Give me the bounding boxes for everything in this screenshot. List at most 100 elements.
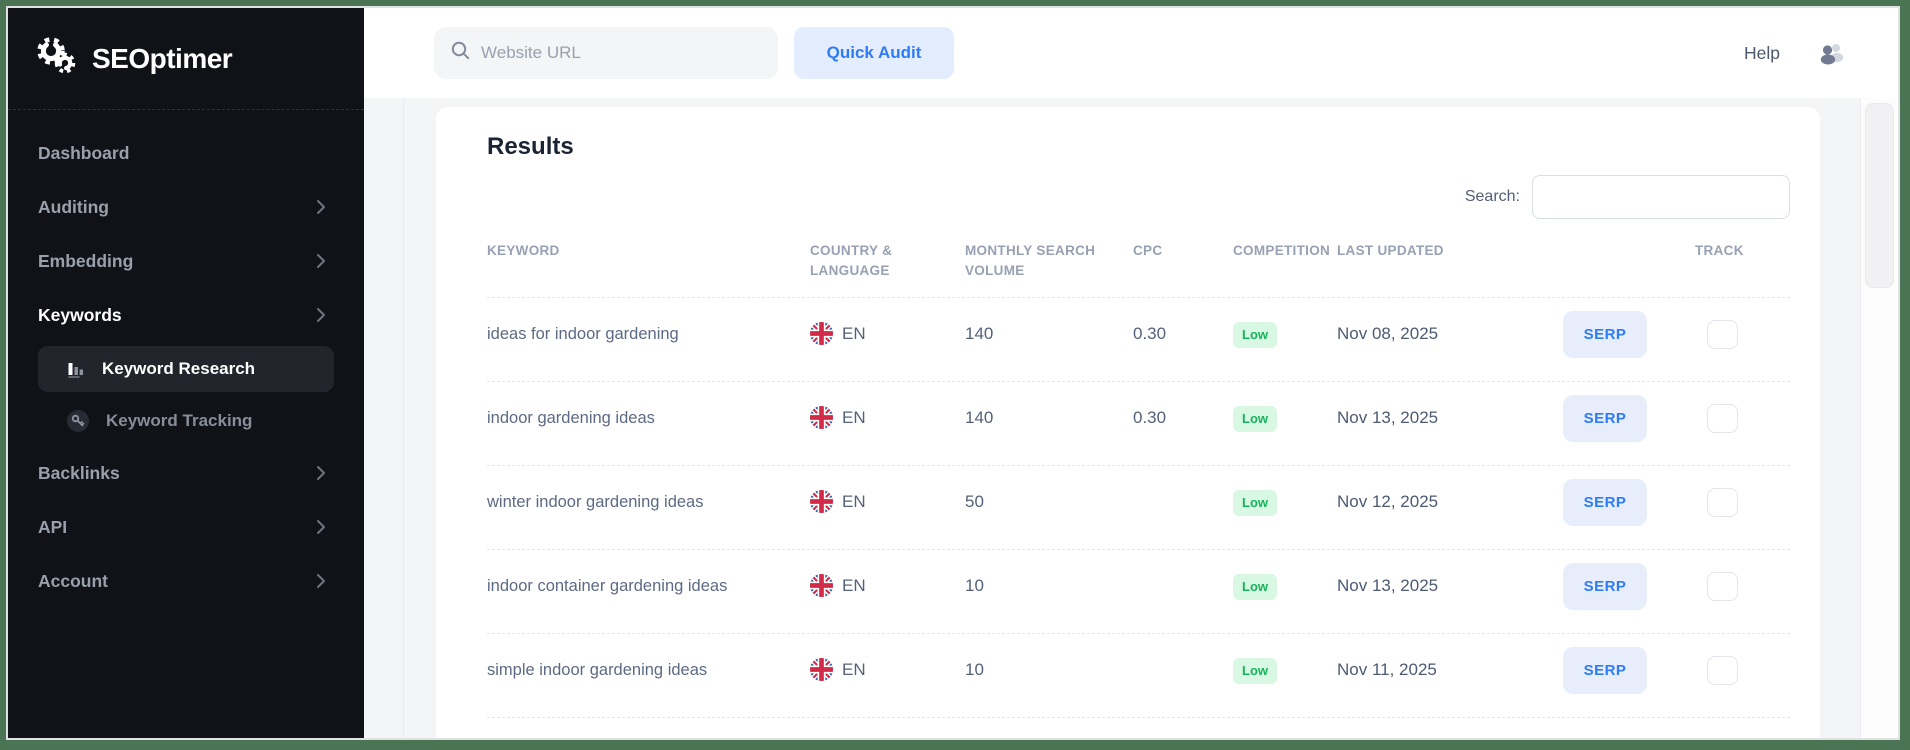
column-header-serp (1563, 241, 1695, 281)
sidebar-item-api[interactable]: API (8, 500, 364, 554)
sidebar-item-auditing[interactable]: Auditing (8, 180, 364, 234)
table-search-input[interactable] (1532, 175, 1790, 219)
last-updated-date: Nov 13, 2025 (1337, 408, 1439, 427)
keyword-text: winter indoor gardening ideas (487, 493, 704, 511)
last-updated-date: Nov 08, 2025 (1337, 324, 1439, 343)
track-checkbox[interactable] (1707, 572, 1738, 601)
topbar: Quick Audit Help (364, 8, 1898, 98)
sidebar-item-embedding[interactable]: Embedding (8, 234, 364, 288)
serp-button[interactable]: SERP (1563, 647, 1647, 694)
column-header-keyword: KEYWORD (487, 243, 560, 258)
sidebar-item-label: Embedding (38, 250, 134, 271)
help-link[interactable]: Help (1744, 42, 1780, 63)
sidebar-subitem-keyword-tracking[interactable]: Keyword Tracking (38, 398, 334, 444)
app-title: SEOptimer (92, 42, 233, 74)
key-icon (66, 409, 90, 433)
language-code: EN (842, 576, 866, 595)
chevron-right-icon (316, 307, 326, 323)
language-code: EN (842, 324, 866, 343)
sidebar-item-label: Keywords (38, 304, 122, 325)
column-header-competition: COMPETITION (1233, 243, 1331, 258)
sidebar-item-label: Auditing (38, 196, 109, 217)
track-checkbox[interactable] (1707, 320, 1738, 349)
quick-audit-button[interactable]: Quick Audit (794, 27, 954, 79)
table-search-label: Search: (1464, 188, 1520, 205)
keyword-text: indoor container gardening ideas (487, 577, 728, 595)
competition-badge: Low (1233, 658, 1277, 684)
monthly-search-volume: 10 (965, 660, 984, 679)
uk-flag-icon (810, 322, 833, 345)
last-updated-date: Nov 12, 2025 (1337, 492, 1439, 511)
sidebar-item-label: Backlinks (38, 462, 120, 483)
competition-badge: Low (1233, 322, 1277, 348)
uk-flag-icon (810, 490, 833, 513)
sidebar-item-backlinks[interactable]: Backlinks (8, 446, 364, 500)
table-row: indoor gardening ideas EN 140 0.30 Low Nov 13… (487, 382, 1790, 466)
monthly-search-volume: 140 (965, 324, 994, 343)
last-updated-date: Nov 13, 2025 (1337, 576, 1439, 595)
cpc-value: 0.30 (1133, 408, 1167, 427)
table-row: indoor container gardening ideas EN 10 Low N… (487, 550, 1790, 634)
keyword-text: indoor gardening ideas (487, 409, 655, 427)
table-body: ideas for indoor gardening EN 140 0.30 Low No… (487, 298, 1790, 718)
page-title: Results (487, 133, 574, 160)
sidebar-item-account[interactable]: Account (8, 554, 364, 608)
table-row: winter indoor gardening ideas EN 50 Low Nov … (487, 466, 1790, 550)
chevron-right-icon (316, 253, 326, 269)
chevron-right-icon (316, 573, 326, 589)
uk-flag-icon (810, 658, 833, 681)
results-card: Results Search: KEYWORD COUNTRY & LANGUAG… (436, 107, 1820, 738)
language-code: EN (842, 660, 866, 679)
track-checkbox[interactable] (1707, 488, 1738, 517)
main-content: Results Search: KEYWORD COUNTRY & LANGUAG… (364, 98, 1898, 738)
column-header-cpc: CPC (1133, 243, 1163, 258)
language-code: EN (842, 408, 866, 427)
chevron-right-icon (316, 199, 326, 215)
serp-button[interactable]: SERP (1563, 311, 1647, 358)
serp-button[interactable]: SERP (1563, 395, 1647, 442)
chevron-right-icon (316, 465, 326, 481)
vertical-scrollbar (1860, 98, 1898, 738)
website-url-input[interactable] (481, 43, 762, 63)
keyword-text: simple indoor gardening ideas (487, 661, 708, 679)
bar-chart-icon (66, 359, 86, 379)
seoptimer-gear-logo-icon (34, 35, 80, 82)
competition-badge: Low (1233, 406, 1277, 432)
sidebar: SEOptimer Dashboard Auditing Embedding Keyw… (8, 8, 364, 738)
website-url-searchbox[interactable] (434, 27, 778, 79)
app-window: SEOptimer Dashboard Auditing Embedding Keyw… (6, 6, 1900, 740)
user-account-icon[interactable] (1818, 41, 1846, 65)
sidebar-subitem-keyword-research[interactable]: Keyword Research (38, 346, 334, 392)
keywords-table: KEYWORD COUNTRY & LANGUAGE MONTHLY SEARCH … (487, 223, 1790, 718)
table-header-row: KEYWORD COUNTRY & LANGUAGE MONTHLY SEARCH … (487, 223, 1790, 298)
monthly-search-volume: 10 (965, 576, 984, 595)
keyword-text: ideas for indoor gardening (487, 325, 679, 343)
track-checkbox[interactable] (1707, 404, 1738, 433)
track-checkbox[interactable] (1707, 656, 1738, 685)
app-logo[interactable]: SEOptimer (8, 8, 364, 110)
sidebar-item-label: Account (38, 570, 108, 591)
sidebar-subitem-label: Keyword Research (102, 359, 256, 378)
chevron-right-icon (316, 519, 326, 535)
serp-button[interactable]: SERP (1563, 479, 1647, 526)
sidebar-subitem-label: Keyword Tracking (106, 411, 253, 430)
scrollbar-thumb[interactable] (1865, 103, 1894, 288)
table-row: simple indoor gardening ideas EN 10 Low Nov … (487, 634, 1790, 718)
uk-flag-icon (810, 574, 833, 597)
competition-badge: Low (1233, 574, 1277, 600)
sidebar-item-dashboard[interactable]: Dashboard (8, 126, 364, 180)
column-header-track: TRACK (1695, 243, 1744, 258)
monthly-search-volume: 140 (965, 408, 994, 427)
serp-button[interactable]: SERP (1563, 563, 1647, 610)
table-row: ideas for indoor gardening EN 140 0.30 Low No… (487, 298, 1790, 382)
uk-flag-icon (810, 406, 833, 429)
column-header-last-updated: LAST UPDATED (1337, 243, 1444, 258)
sidebar-item-label: Dashboard (38, 142, 130, 163)
sidebar-item-label: API (38, 516, 68, 537)
cpc-value: 0.30 (1133, 324, 1167, 343)
column-header-monthly-search-volume: MONTHLY SEARCH VOLUME (965, 243, 1096, 278)
sidebar-nav: Dashboard Auditing Embedding Keywords Keywor… (8, 110, 364, 608)
sidebar-item-keywords[interactable]: Keywords (8, 288, 364, 342)
competition-badge: Low (1233, 490, 1277, 516)
